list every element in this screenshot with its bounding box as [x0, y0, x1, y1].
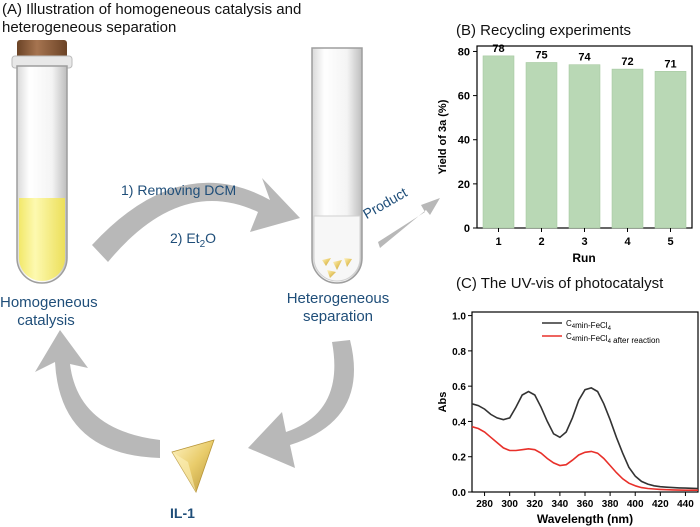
- series-line-2: [471, 425, 698, 491]
- y-tick-label: 0.4: [452, 417, 466, 428]
- heterogeneous-caption: Heterogeneous separation: [278, 290, 398, 326]
- y-tick-label: 1.0: [452, 312, 466, 323]
- series-line-1: [471, 387, 699, 490]
- panel-a-title: (A) Illustration of homogeneous catalysi…: [2, 1, 422, 37]
- x-axis-ticks: 280 300 320 340 360 380 400 420 440: [476, 492, 694, 510]
- y-tick-label: 60: [458, 91, 470, 103]
- x-tick-label: 440: [677, 499, 694, 510]
- bar-run-4: [611, 68, 644, 229]
- tube-solution: [19, 198, 65, 281]
- step2-label: 2) Et2O: [170, 230, 216, 250]
- x-axis-label: Run: [572, 251, 595, 265]
- legend-label: C4min-FeCl4 after reaction: [566, 332, 660, 345]
- x-tick-label: 340: [552, 499, 569, 510]
- series-lines: [471, 387, 699, 491]
- bar-data-label: 72: [621, 56, 633, 68]
- panel-c-title: (C) The UV-vis of photocatalyst: [456, 275, 664, 292]
- y-axis-ticks: 0.0 0.2 0.4 0.6 0.8 1.0: [452, 312, 472, 499]
- panel-b-title: (B) Recycling experiments: [456, 22, 632, 39]
- x-tick-label: 380: [602, 499, 619, 510]
- homogeneous-line2: catalysis: [17, 312, 75, 329]
- crystal-4: [327, 270, 336, 278]
- y-tick-label: 20: [458, 179, 470, 191]
- y-tick-label: 0: [464, 223, 470, 235]
- bars-group: 78 75 74 72 71: [482, 43, 687, 229]
- bar-data-label: 74: [578, 52, 591, 64]
- bar-data-label: 71: [664, 58, 676, 70]
- arrow-removing-solvent: [92, 178, 300, 262]
- crystal-1: [322, 258, 331, 266]
- x-tick-label: 300: [501, 499, 518, 510]
- legend-label: C4min-FeCl4: [566, 319, 612, 332]
- heterogeneous-line2: separation: [302, 308, 374, 325]
- x-tick-label: 4: [624, 236, 631, 248]
- y-tick-label: 0.6: [452, 382, 466, 393]
- step1-label: 1) Removing DCM: [121, 182, 237, 198]
- homogeneous-line1: Homogeneous: [0, 294, 98, 311]
- bar-run-5: [654, 71, 687, 229]
- arrow-product: [378, 198, 440, 248]
- x-axis-ticks: 1 2 3 4 5: [495, 228, 674, 248]
- crystal-2: [333, 260, 342, 270]
- bar-run-2: [525, 62, 558, 229]
- catalysis-illustration: [11, 40, 440, 493]
- y-tick-label: 80: [458, 46, 470, 58]
- step2-prefix: 2) Et: [170, 230, 200, 246]
- x-tick-label: 420: [652, 499, 669, 510]
- panel-a-title-line1: (A) Illustration of homogeneous catalysi…: [2, 1, 302, 18]
- x-tick-label: 2: [538, 236, 544, 248]
- arrow-separation-to-catalyst: [248, 340, 354, 468]
- y-axis-label: Yield of 3a (%): [437, 99, 449, 174]
- x-tick-label: 400: [627, 499, 644, 510]
- uv-vis-line-chart: 0.0 0.2 0.4 0.6 0.8 1.0 280 300 320 340 360 380 400…: [437, 311, 699, 526]
- panel-a-title-line2: heterogeneous separation: [2, 19, 177, 36]
- heterogeneous-line1: Heterogeneous: [286, 290, 390, 307]
- x-tick-label: 320: [526, 499, 543, 510]
- recycling-bar-chart: 78 75 74 72 71 0 20 40 60 80 1 2 3 4 5 Run Yield of …: [437, 43, 693, 265]
- y-axis-ticks: 0 20 40 60 80: [458, 46, 477, 235]
- homogeneous-test-tube: [11, 40, 73, 284]
- step2-subscript: 2: [199, 238, 206, 250]
- homogeneous-caption: Homogeneous catalysis: [0, 294, 98, 330]
- bar-data-label: 78: [492, 43, 504, 55]
- catalyst-label: IL-1: [170, 505, 195, 521]
- x-tick-label: 1: [495, 236, 501, 248]
- y-axis-label: Abs: [437, 392, 449, 413]
- bar-run-1: [482, 55, 515, 229]
- y-tick-label: 0.2: [452, 453, 466, 464]
- heterogeneous-test-tube: [311, 47, 363, 284]
- arrow-recycle-to-homogeneous: [35, 330, 160, 458]
- bar-run-3: [568, 64, 601, 229]
- x-tick-label: 360: [577, 499, 594, 510]
- y-tick-label: 0.8: [452, 347, 466, 358]
- x-axis-label: Wavelength (nm): [537, 512, 633, 526]
- x-tick-label: 3: [581, 236, 587, 248]
- step2-suffix: O: [205, 230, 217, 246]
- crystal-3: [344, 258, 352, 267]
- bar-data-label: 75: [535, 49, 547, 61]
- y-tick-label: 0.0: [452, 488, 466, 499]
- x-tick-label: 280: [476, 499, 493, 510]
- il-1-crystal: [171, 439, 215, 493]
- y-tick-label: 40: [458, 135, 470, 147]
- x-tick-label: 5: [667, 236, 673, 248]
